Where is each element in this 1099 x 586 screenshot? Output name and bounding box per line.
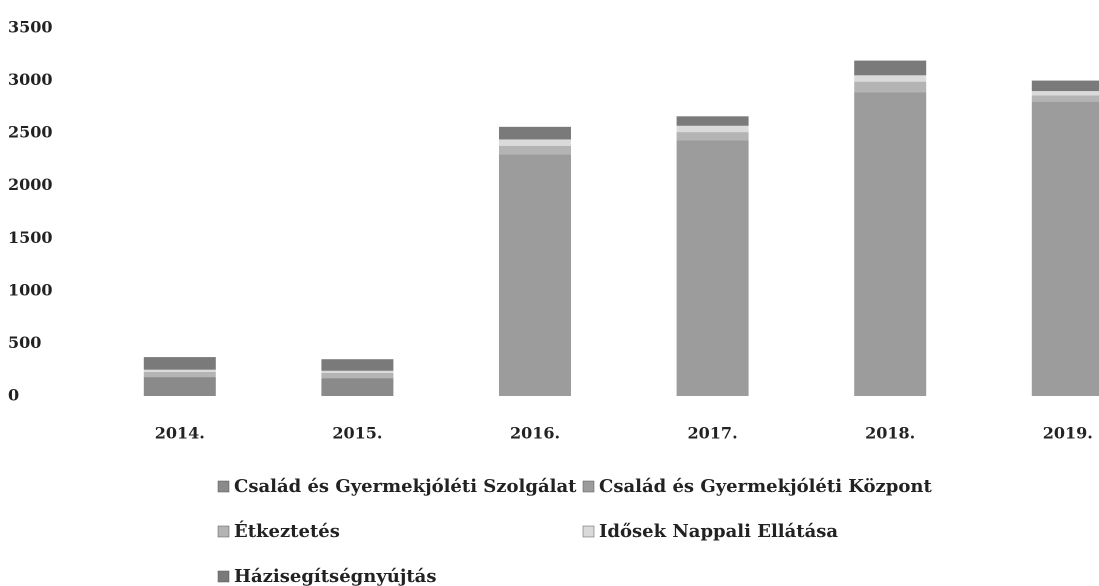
legend-swatch — [217, 525, 230, 538]
legend-swatch — [217, 570, 230, 583]
y-tick-label: 1500 — [8, 228, 53, 247]
bar-segment — [1031, 101, 1099, 396]
bar-segment — [676, 125, 749, 133]
bar-segment — [321, 372, 394, 379]
legend-label: Házisegítségnyújtás — [234, 566, 436, 586]
bar-segment — [1031, 80, 1099, 92]
bar-segment — [854, 60, 927, 76]
legend-swatch — [582, 525, 595, 538]
x-tick-label: 2018. — [865, 424, 915, 443]
bar-segment — [1031, 91, 1099, 96]
legend-swatch — [217, 480, 230, 493]
bar-segment — [854, 75, 927, 82]
y-tick-label: 3500 — [8, 18, 53, 37]
bar-segment — [1031, 95, 1099, 102]
legend-label: Család és Gyermekjóléti Szolgálat — [234, 476, 577, 497]
legend-label: Étkeztetés — [234, 519, 340, 542]
bar-segment — [321, 378, 394, 396]
bar-segment — [143, 357, 216, 370]
bar-segment — [143, 369, 216, 372]
x-tick-label: 2016. — [510, 424, 560, 443]
x-tick-label: 2017. — [688, 424, 738, 443]
bar-segment — [499, 154, 571, 396]
bar-segment — [676, 116, 749, 126]
y-tick-label: 0 — [8, 386, 19, 405]
y-tick-label: 1000 — [8, 280, 53, 299]
bar-segment — [676, 132, 749, 141]
bar-segment — [676, 140, 749, 396]
bar-segment — [143, 377, 216, 396]
bar-segment — [499, 145, 571, 155]
x-tick-label: 2014. — [155, 424, 205, 443]
bar-segment — [321, 359, 394, 371]
bar-segment — [321, 370, 394, 373]
bar-segment — [499, 139, 571, 146]
x-tick-label: 2015. — [332, 424, 382, 443]
legend-swatch — [582, 480, 595, 493]
y-tick-label: 2500 — [8, 123, 53, 142]
y-tick-label: 2000 — [8, 175, 53, 194]
x-tick-label: 2019. — [1043, 424, 1093, 443]
bar-segment — [854, 81, 927, 93]
y-tick-label: 500 — [8, 333, 41, 352]
legend-label: Család és Gyermekjóléti Központ — [599, 476, 932, 497]
bar-segment — [499, 126, 571, 140]
y-tick-label: 3000 — [8, 70, 53, 89]
bar-segment — [143, 371, 216, 378]
legend-label: Idősek Nappali Ellátása — [599, 521, 838, 542]
bar-segment — [854, 92, 927, 396]
